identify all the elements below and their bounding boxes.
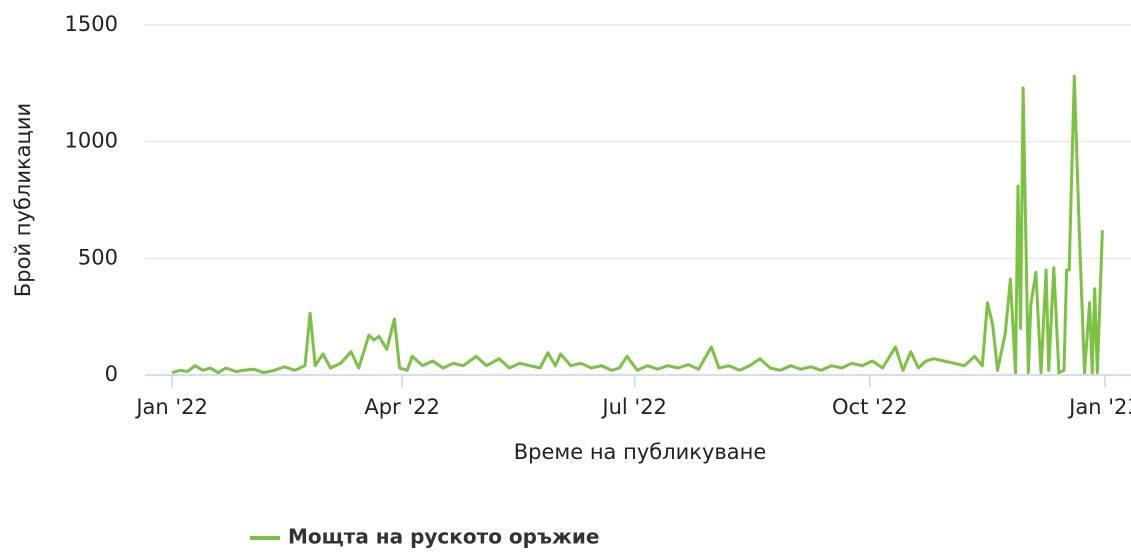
y-tick-label: 1500 (65, 12, 118, 36)
x-tick-label: Oct '22 (832, 395, 907, 419)
y-tick-label: 0 (105, 362, 118, 386)
x-tick-label: Apr '22 (364, 395, 440, 419)
data-line (171, 74, 1104, 375)
y-tick-label: 1000 (65, 129, 118, 153)
x-tick-label: Jul '22 (600, 395, 667, 419)
x-tick-label: Jan '22 (134, 395, 208, 419)
legend-label: Мощта на руското оръжие (288, 525, 599, 549)
x-tick-label: Jan '23 (1067, 395, 1131, 419)
y-tick-label: 500 (78, 245, 118, 269)
y-axis-title: Брой публикации (11, 103, 35, 297)
x-axis-title: Време на публикуване (514, 440, 767, 464)
